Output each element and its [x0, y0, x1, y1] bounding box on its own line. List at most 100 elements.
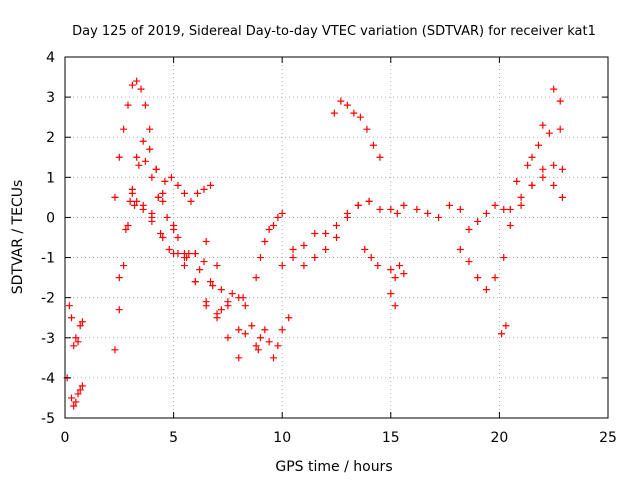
data-point — [141, 101, 149, 109]
series-arc-25 — [528, 85, 564, 161]
data-point — [228, 290, 236, 298]
data-point — [165, 246, 173, 254]
data-point — [517, 193, 525, 201]
data-point — [68, 394, 76, 402]
data-point — [161, 177, 169, 185]
data-point — [274, 213, 282, 221]
data-point — [363, 125, 371, 133]
data-point — [170, 221, 178, 229]
x-tick-label: 10 — [273, 430, 291, 446]
data-point — [111, 193, 119, 201]
data-point — [180, 262, 188, 270]
data-point — [185, 250, 193, 258]
data-point — [289, 246, 297, 254]
x-tick-label: 25 — [599, 430, 617, 446]
series-arc-early-2 — [63, 374, 86, 410]
data-point — [465, 258, 473, 266]
data-point — [133, 153, 141, 161]
data-point — [391, 274, 399, 282]
data-point — [70, 342, 78, 350]
data-point — [498, 330, 506, 338]
data-point — [261, 326, 269, 334]
data-point — [213, 262, 221, 270]
data-point — [74, 338, 82, 346]
series-arc-5 — [131, 201, 225, 314]
series-arc-21 — [498, 322, 510, 338]
grid — [65, 57, 608, 418]
data-point — [265, 225, 273, 233]
series-arc-15 — [387, 201, 408, 217]
data-point — [124, 221, 132, 229]
data-point — [256, 334, 264, 342]
data-point — [207, 278, 215, 286]
data-point — [506, 221, 514, 229]
series-arc-early-1 — [65, 302, 86, 350]
series-arc-9 — [252, 314, 293, 362]
y-axis-label: SDTVAR / TECUs — [10, 180, 26, 295]
data-point — [187, 197, 195, 205]
data-point — [365, 197, 373, 205]
data-point — [333, 221, 340, 229]
series-arc-18 — [413, 201, 453, 221]
data-point — [191, 250, 199, 258]
data-point — [413, 205, 421, 213]
data-point — [191, 278, 199, 286]
data-point — [252, 274, 260, 282]
data-point — [474, 274, 482, 282]
data-point — [474, 217, 482, 225]
data-point — [456, 246, 464, 254]
data-point — [70, 402, 78, 410]
data-point — [376, 153, 384, 161]
x-tick-label: 20 — [490, 430, 508, 446]
y-tick-label: 3 — [46, 90, 55, 106]
data-point — [502, 322, 510, 330]
data-point — [152, 165, 160, 173]
data-point — [376, 205, 384, 213]
data-point — [133, 77, 141, 85]
data-point — [180, 189, 188, 197]
data-point — [558, 193, 566, 201]
data-point — [200, 258, 208, 266]
data-point — [72, 398, 80, 406]
data-point — [76, 322, 84, 330]
data-point — [248, 322, 256, 330]
series-arc-7 — [235, 294, 262, 354]
series-arc-3 — [115, 157, 247, 302]
data-point — [146, 145, 154, 153]
data-point — [200, 185, 208, 193]
data-point — [241, 330, 249, 338]
data-point — [369, 141, 377, 149]
plot-frame — [64, 56, 609, 419]
data-point — [274, 342, 282, 350]
data-point — [387, 290, 395, 298]
y-tick-label: -3 — [41, 331, 55, 347]
series-arc-17 — [387, 290, 399, 310]
series-arc-1 — [111, 77, 243, 362]
data-point — [115, 306, 123, 314]
data-point — [122, 225, 130, 233]
data-point — [217, 306, 225, 314]
data-point — [500, 254, 508, 262]
series-arc-6 — [148, 173, 215, 221]
data-point — [330, 109, 338, 117]
series-arc-19 — [456, 201, 508, 233]
y-tick-label: 0 — [46, 210, 55, 226]
x-axis-label: GPS time / hours — [275, 459, 392, 475]
y-tick-label: 4 — [46, 50, 55, 66]
data-point — [115, 153, 123, 161]
data-point — [524, 161, 532, 169]
series-arc-16 — [387, 262, 408, 282]
x-tick-label: 15 — [382, 430, 400, 446]
data-point — [556, 97, 564, 105]
series-arc-4 — [126, 197, 249, 338]
data-point — [506, 205, 514, 213]
data-point — [539, 173, 547, 181]
data-point — [254, 346, 262, 354]
data-point — [343, 101, 351, 109]
data-point — [539, 165, 547, 173]
data-point — [322, 246, 330, 254]
data-point — [482, 209, 490, 217]
x-tick-label: 0 — [61, 430, 70, 446]
